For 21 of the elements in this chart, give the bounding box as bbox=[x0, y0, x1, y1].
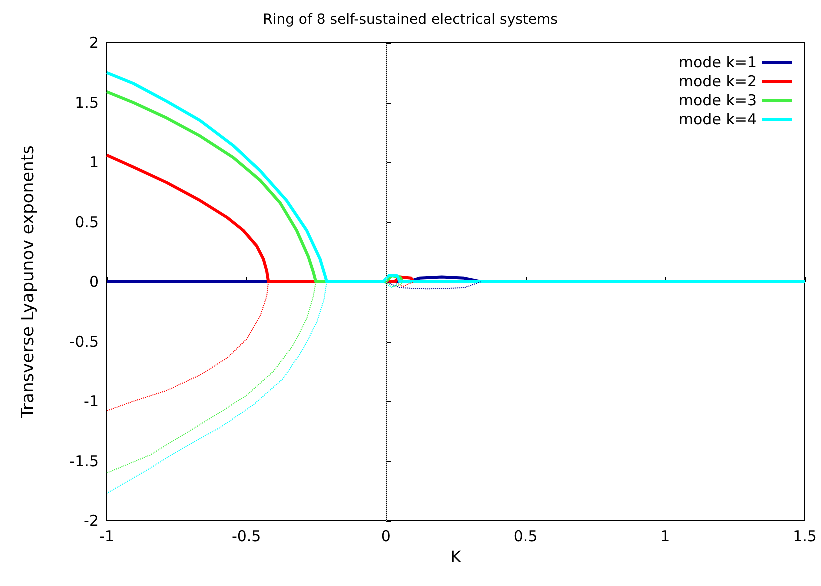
legend-label: mode k=2 bbox=[678, 72, 757, 90]
chart-title: Ring of 8 self-sustained electrical systems bbox=[263, 12, 558, 28]
y-tick-label: 1 bbox=[89, 154, 99, 172]
y-tick-label: -0.5 bbox=[70, 332, 99, 351]
y-tick-label: 0.5 bbox=[75, 213, 99, 232]
y-tick-label: 1.5 bbox=[75, 94, 99, 112]
legend-label: mode k=1 bbox=[678, 54, 757, 72]
x-tick-label: 0.5 bbox=[514, 528, 538, 546]
legend-label: mode k=4 bbox=[678, 110, 757, 128]
y-tick-label: -2 bbox=[84, 512, 99, 530]
y-tick-label: 0 bbox=[89, 273, 99, 291]
y-axis-title: Transverse Lyapunov exponents bbox=[18, 146, 38, 420]
y-tick-label: -1.5 bbox=[70, 452, 99, 470]
x-tick-label: 1 bbox=[660, 528, 670, 546]
y-tick-label: -1 bbox=[84, 392, 99, 410]
x-tick-label: -0.5 bbox=[232, 528, 262, 546]
y-tick-label: 2 bbox=[89, 34, 99, 52]
x-tick-label: 1.5 bbox=[793, 528, 817, 546]
x-tick-label: 0 bbox=[381, 528, 391, 546]
x-axis-title: K bbox=[450, 548, 462, 566]
legend-label: mode k=3 bbox=[678, 92, 757, 110]
